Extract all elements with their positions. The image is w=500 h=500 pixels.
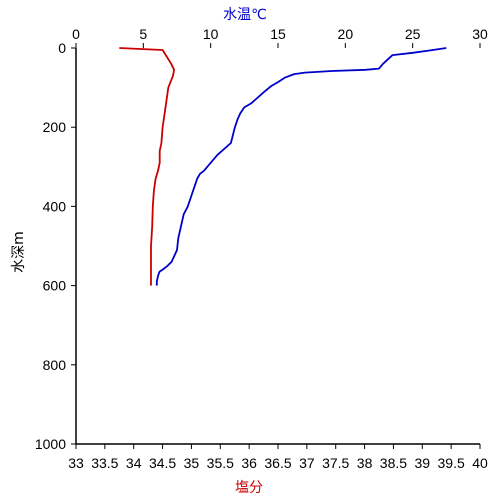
top-tick-label: 30 <box>472 26 488 42</box>
bottom-tick-label: 36.5 <box>264 455 291 471</box>
plot-frame <box>75 48 480 445</box>
top-tick-label: 25 <box>405 26 421 42</box>
bottom-tick-label: 39 <box>414 455 430 471</box>
y-tick-label: 800 <box>43 357 67 373</box>
bottom-tick-label: 35 <box>184 455 200 471</box>
top-tick-label: 20 <box>338 26 354 42</box>
bottom-tick-label: 35.5 <box>207 455 234 471</box>
y-tick-label: 600 <box>43 278 67 294</box>
top-axis-title: 水温℃ <box>223 7 267 23</box>
bottom-tick-label: 38 <box>357 455 373 471</box>
bottom-tick-label: 34 <box>126 455 142 471</box>
bottom-axis-ticks: 33 33.5 34 34.5 35 35.5 36 36.5 37 37.5 38 38.5 39 39… <box>68 444 488 471</box>
top-tick-label: 0 <box>72 26 80 42</box>
y-tick-label: 200 <box>43 119 67 135</box>
salinity-profile-line <box>119 47 175 286</box>
y-axis-ticks: 0 200 400 600 800 1000 <box>35 40 76 452</box>
bottom-axis-title: 塩分 <box>235 480 263 496</box>
temperature-profile-line <box>155 47 447 286</box>
bottom-tick-label: 33 <box>68 455 84 471</box>
top-axis-ticks: 0 5 10 15 20 25 30 <box>72 26 488 48</box>
top-tick-label: 5 <box>139 26 147 42</box>
top-tick-label: 15 <box>270 26 286 42</box>
bottom-tick-label: 40 <box>472 455 488 471</box>
y-tick-label: 400 <box>43 198 67 214</box>
y-tick-label: 0 <box>58 40 66 56</box>
bottom-tick-label: 38.5 <box>380 455 407 471</box>
bottom-tick-label: 36 <box>241 455 257 471</box>
y-tick-label: 1000 <box>35 436 66 452</box>
bottom-tick-label: 33.5 <box>91 455 118 471</box>
bottom-tick-label: 37.5 <box>322 455 349 471</box>
bottom-tick-label: 34.5 <box>149 455 176 471</box>
bottom-tick-label: 37 <box>299 455 315 471</box>
series-layer <box>119 47 447 286</box>
y-axis-title: 水深m <box>11 231 27 273</box>
bottom-tick-label: 39.5 <box>438 455 465 471</box>
top-tick-label: 10 <box>203 26 219 42</box>
